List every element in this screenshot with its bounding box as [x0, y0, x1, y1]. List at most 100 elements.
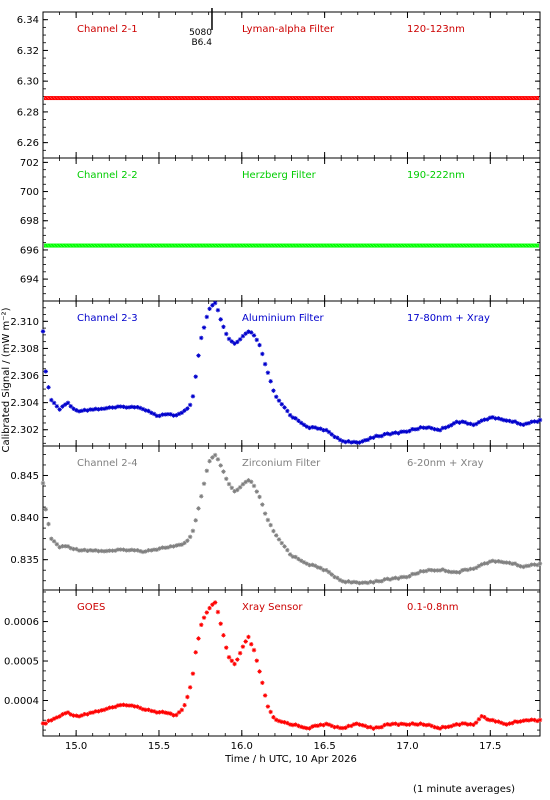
data-point — [375, 244, 379, 247]
data-point — [331, 96, 335, 100]
data-point — [487, 717, 493, 723]
data-point — [232, 341, 237, 346]
data-point — [296, 556, 301, 562]
data-point — [187, 402, 193, 408]
data-point — [71, 406, 76, 411]
data-point — [99, 708, 104, 713]
y-tick-label: 2.306 — [10, 371, 39, 382]
data-point — [301, 725, 307, 730]
data-point — [157, 413, 162, 419]
data-point — [507, 721, 512, 726]
panel-channel-label: Channel 2-1 — [77, 24, 138, 35]
data-point — [249, 479, 254, 485]
data-point — [212, 300, 218, 306]
data-point — [348, 580, 354, 585]
data-point — [537, 717, 543, 723]
data-point — [40, 480, 46, 486]
data-point — [71, 244, 75, 247]
data-point — [182, 540, 187, 546]
data-point — [454, 722, 459, 727]
data-point — [195, 96, 199, 100]
data-point — [312, 723, 318, 728]
panels-group: 6.26 6.28 6.30 6.32 6.34 Channel 2-1 Lyman-alp… — [4, 8, 543, 752]
data-point — [354, 580, 359, 585]
data-point — [190, 394, 196, 399]
data-point — [449, 244, 453, 247]
data-point — [471, 96, 475, 100]
data-point — [421, 96, 425, 100]
data-point — [59, 96, 62, 100]
y-tick-label: 0.835 — [10, 555, 39, 566]
data-point — [351, 579, 357, 585]
data-point — [257, 96, 261, 100]
data-point — [65, 244, 69, 247]
data-point — [440, 567, 446, 572]
data-point — [449, 96, 453, 100]
data-point — [265, 517, 271, 523]
data-point — [124, 405, 129, 410]
data-point — [274, 394, 279, 399]
data-point — [273, 96, 276, 100]
data-point — [124, 703, 129, 708]
data-point — [221, 469, 226, 474]
data-point — [437, 568, 443, 573]
data-point — [192, 244, 196, 247]
data-point — [359, 244, 363, 247]
data-point — [111, 244, 115, 247]
data-point — [462, 721, 468, 726]
data-point — [521, 564, 526, 570]
data-point — [341, 244, 344, 247]
x-tick-label: 17.0 — [396, 741, 418, 752]
data-point — [101, 549, 107, 554]
data-point — [418, 569, 423, 574]
data-point — [299, 558, 304, 563]
data-point — [146, 707, 151, 712]
data-point — [493, 719, 498, 724]
data-point — [257, 669, 262, 674]
data-point — [373, 578, 379, 584]
data-point — [242, 244, 245, 247]
data-point — [319, 96, 323, 100]
data-point — [387, 722, 393, 727]
data-point — [161, 244, 165, 247]
data-point — [471, 244, 475, 247]
x-tick-label: 15.5 — [148, 741, 170, 752]
data-point — [268, 379, 273, 384]
data-point — [499, 96, 503, 100]
data-point — [535, 562, 540, 568]
data-point — [68, 545, 73, 551]
data-point — [356, 244, 360, 247]
data-point — [135, 704, 140, 709]
data-point — [468, 721, 473, 727]
data-point — [341, 96, 344, 100]
data-point — [248, 96, 251, 100]
data-point — [246, 478, 251, 483]
data-point — [390, 430, 396, 436]
data-point — [46, 521, 51, 527]
data-point — [180, 96, 183, 100]
data-point — [340, 438, 346, 444]
data-point — [535, 718, 540, 724]
data-point — [493, 244, 496, 247]
data-point — [145, 244, 149, 247]
data-point — [479, 562, 484, 567]
data-point — [215, 609, 221, 615]
data-point — [243, 479, 248, 485]
data-point — [193, 374, 198, 379]
data-point — [114, 96, 118, 100]
data-point — [407, 428, 412, 434]
data-point — [77, 96, 81, 100]
data-point — [251, 333, 257, 338]
data-point — [480, 96, 484, 100]
data-point — [465, 96, 468, 100]
data-point — [432, 724, 437, 730]
data-point — [396, 722, 401, 728]
data-point — [276, 718, 282, 724]
data-point — [196, 636, 201, 641]
data-point — [382, 432, 387, 437]
data-point — [235, 96, 239, 100]
data-point — [211, 244, 214, 247]
data-point — [329, 432, 334, 437]
data-point — [136, 244, 140, 247]
data-point — [294, 244, 298, 247]
